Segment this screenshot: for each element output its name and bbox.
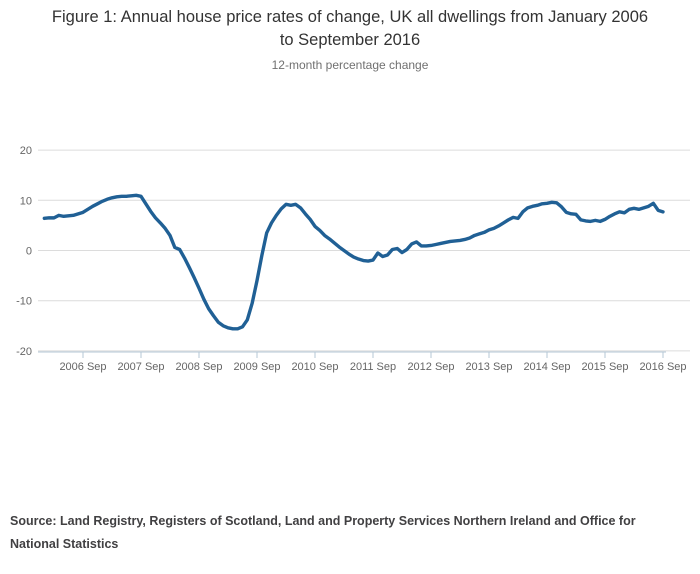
x-tick-label: 2009 Sep [233, 361, 280, 373]
x-tick-label: 2015 Sep [581, 361, 628, 373]
y-tick-label: -20 [16, 346, 32, 358]
chart-title: Figure 1: Annual house price rates of ch… [51, 8, 649, 50]
x-tick-label: 2011 Sep [350, 361, 396, 373]
y-tick-label: 0 [26, 246, 32, 258]
x-tick-label: 2007 Sep [117, 361, 164, 373]
y-tick-label: 10 [20, 195, 32, 207]
x-tick-label: 2008 Sep [175, 361, 222, 373]
x-tick-label: 2013 Sep [465, 361, 512, 373]
x-tick-label: 2006 Sep [59, 361, 106, 373]
x-tick-label: 2016 Sep [639, 361, 686, 373]
x-tick-label: 2010 Sep [291, 361, 338, 373]
y-tick-label: 20 [20, 145, 32, 157]
x-tick-label: 2014 Sep [523, 361, 570, 373]
chart-subtitle: 12-month percentage change [271, 58, 429, 72]
line-chart: 20 10 0 -10 -20 2006 Sep 2007 Sep 2008 Sep 2009 … [16, 145, 690, 373]
source-note: Source: Land Registry, Registers of Scot… [10, 514, 636, 551]
x-tick-label: 2012 Sep [407, 361, 454, 373]
y-tick-label: -10 [16, 296, 32, 308]
data-line-uk-all-dwellings [42, 193, 665, 331]
